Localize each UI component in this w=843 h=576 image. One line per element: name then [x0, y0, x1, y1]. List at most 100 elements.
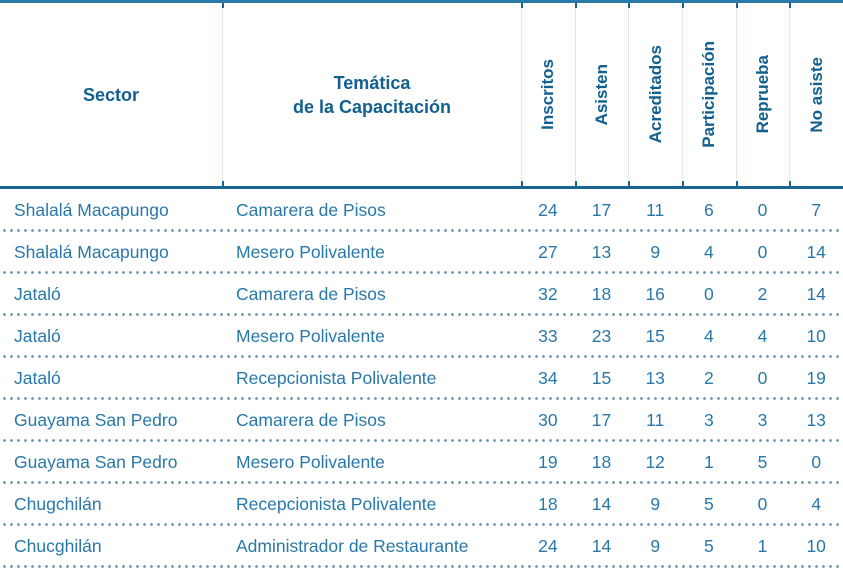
value-cell: 18	[538, 493, 558, 514]
value-cell: 2	[757, 283, 768, 304]
table-body: Shalalá Macapungo Camarera de Pisos 24 17 11…	[0, 189, 843, 568]
table-row: Shalalá Macapungo Camarera de Pisos 24 17 11…	[0, 189, 843, 232]
column-header-label: Inscritos	[538, 59, 558, 130]
table-row: Chugchilán Recepcionista Polivalente 18 14 9…	[0, 483, 843, 526]
value-cell: 3	[757, 409, 768, 430]
tematica-cell: Mesero Polivalente	[236, 325, 385, 346]
value-cell: 30	[538, 409, 558, 430]
tematica-cell: Camarera de Pisos	[236, 199, 386, 220]
tematica-cell: Administrador de Restaurante	[236, 535, 469, 556]
value-cell: 32	[538, 283, 558, 304]
value-cell: 17	[591, 409, 612, 430]
column-header-inscritos: Inscritos	[521, 3, 575, 186]
value-cell: 9	[650, 535, 661, 556]
sector-cell: Jataló	[14, 367, 61, 388]
sector-cell: Chucghilán	[14, 535, 102, 556]
column-header-acreditados: Acreditados	[628, 3, 682, 186]
column-header-sector-label: Sector	[82, 84, 140, 105]
table-top-border	[0, 0, 843, 3]
value-cell: 5	[703, 535, 714, 556]
value-cell: 15	[591, 367, 612, 388]
value-cell: 18	[591, 451, 612, 472]
value-cell: 0	[757, 241, 768, 262]
table-row: Jataló Camarera de Pisos 32 18 16 0 2 14	[0, 273, 843, 316]
value-cell: 6	[703, 199, 714, 220]
value-cell: 33	[538, 325, 558, 346]
value-cell: 14	[806, 283, 826, 304]
column-header-participacion: Participación	[682, 3, 736, 186]
value-cells: 30 17 11 3 3 13	[521, 410, 843, 431]
value-cell: 14	[591, 535, 612, 556]
value-cell: 24	[538, 535, 558, 556]
value-cell: 9	[650, 241, 661, 262]
column-header-tematica: Temática de la Capacitación	[222, 3, 521, 186]
value-cells: 27 13 9 4 0 14	[521, 242, 843, 263]
tematica-cell: Camarera de Pisos	[236, 409, 386, 430]
table-row: Jataló Mesero Polivalente 33 23 15 4 4 10	[0, 315, 843, 358]
value-cell: 13	[645, 367, 665, 388]
value-cell: 0	[757, 493, 768, 514]
value-cells: 24 17 11 6 0 7	[521, 200, 843, 221]
sector-cell: Shalalá Macapungo	[14, 199, 169, 220]
table-header-row: Sector Temática de la Capacitación Inscr…	[0, 3, 843, 186]
value-cell: 23	[591, 325, 612, 346]
metric-headers: Inscritos Asisten Acreditados Participación…	[521, 3, 843, 186]
tematica-cell: Mesero Polivalente	[236, 451, 385, 472]
sector-cell: Chugchilán	[14, 493, 102, 514]
tematica-cell: Recepcionista Polivalente	[236, 367, 437, 388]
value-cell: 14	[591, 493, 612, 514]
table-row: Jataló Recepcionista Polivalente 34 15 13 2 0 1…	[0, 357, 843, 400]
column-header-label: No asiste	[806, 56, 826, 133]
column-header-label: Reprueba	[753, 55, 773, 134]
value-cells: 24 14 9 5 1 10	[521, 536, 843, 557]
value-cell: 4	[757, 325, 768, 346]
value-cell: 5	[757, 451, 768, 472]
column-header-no-asiste: No asiste	[789, 3, 843, 186]
tematica-cell: Mesero Polivalente	[236, 241, 385, 262]
value-cell: 5	[703, 493, 714, 514]
value-cell: 1	[757, 535, 768, 556]
column-header-label: Participación	[699, 41, 719, 148]
value-cell: 2	[703, 367, 714, 388]
value-cell: 0	[703, 283, 714, 304]
sector-cell: Jataló	[14, 325, 61, 346]
value-cells: 34 15 13 2 0 19	[521, 368, 843, 389]
value-cell: 11	[646, 199, 665, 220]
value-cells: 33 23 15 4 4 10	[521, 326, 843, 347]
value-cells: 32 18 16 0 2 14	[521, 284, 843, 305]
value-cell: 17	[591, 199, 612, 220]
table-row: Guayama San Pedro Mesero Polivalente 19 18 1…	[0, 441, 843, 484]
value-cell: 4	[811, 493, 822, 514]
value-cell: 12	[645, 451, 665, 472]
sector-cell: Guayama San Pedro	[14, 409, 178, 430]
value-cell: 0	[757, 199, 768, 220]
sector-cell: Guayama San Pedro	[14, 451, 178, 472]
value-cell: 24	[538, 199, 558, 220]
value-cell: 19	[806, 367, 826, 388]
value-cell: 1	[703, 451, 714, 472]
column-header-label: Acreditados	[645, 45, 665, 144]
value-cell: 16	[645, 283, 665, 304]
value-cell: 13	[806, 409, 826, 430]
value-cell: 4	[703, 241, 714, 262]
value-cell: 9	[650, 493, 661, 514]
table-row: Chucghilán Administrador de Restaurante 24…	[0, 525, 843, 568]
value-cell: 18	[591, 283, 612, 304]
column-header-asisten: Asisten	[574, 3, 629, 186]
value-cell: 3	[703, 409, 714, 430]
value-cells: 19 18 12 1 5 0	[521, 452, 843, 473]
value-cell: 13	[591, 241, 612, 262]
value-cell: 34	[538, 367, 558, 388]
column-header-sector: Sector	[0, 3, 222, 186]
value-cell: 4	[703, 325, 714, 346]
table-row: Guayama San Pedro Camarera de Pisos 30 17 11…	[0, 399, 843, 442]
tematica-cell: Recepcionista Polivalente	[236, 493, 437, 514]
sector-cell: Jataló	[14, 283, 61, 304]
sector-cell: Shalalá Macapungo	[14, 241, 169, 262]
value-cell: 14	[806, 241, 826, 262]
column-header-tematica-label-line2: de la Capacitación	[292, 96, 452, 117]
value-cell: 10	[806, 325, 826, 346]
column-header-label: Asisten	[592, 63, 611, 126]
value-cell: 11	[646, 409, 665, 430]
